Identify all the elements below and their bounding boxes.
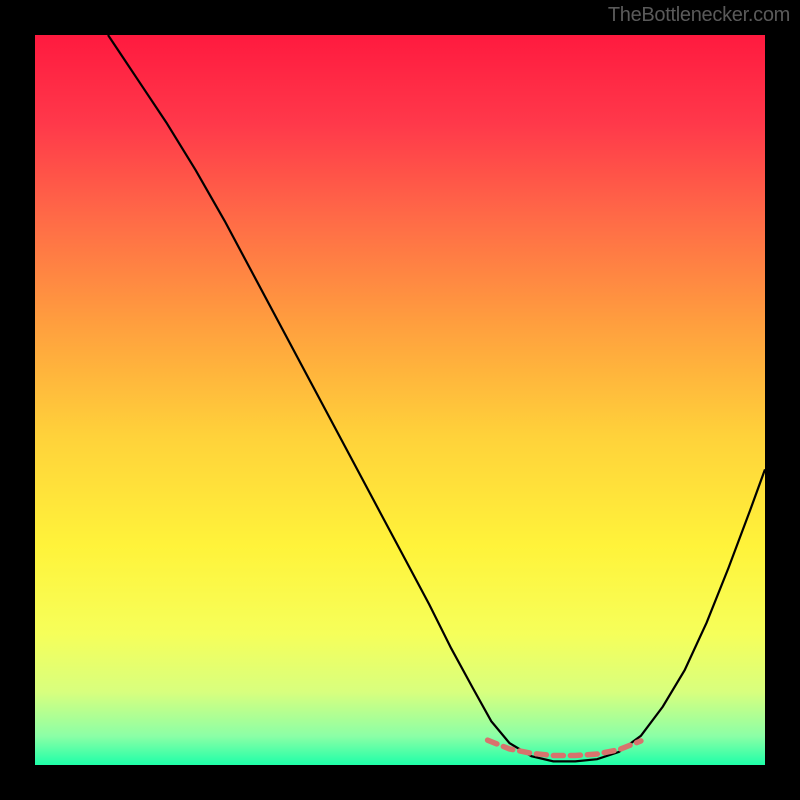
watermark-text: TheBottlenecker.com — [608, 4, 790, 27]
chart-svg-overlay — [35, 35, 765, 765]
bottleneck-curve — [108, 35, 765, 761]
plot-area — [35, 35, 765, 765]
